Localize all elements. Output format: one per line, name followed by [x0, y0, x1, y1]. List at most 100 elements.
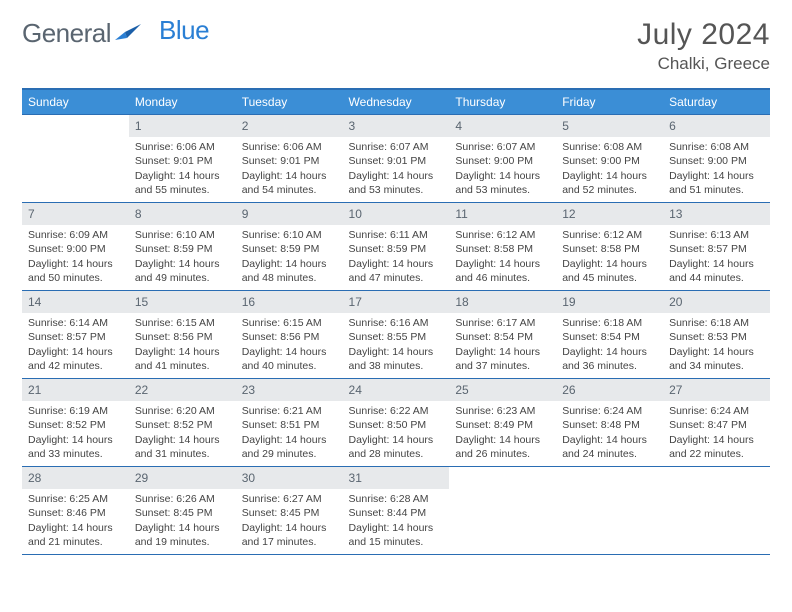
calendar-day-cell: 6Sunrise: 6:08 AMSunset: 9:00 PMDaylight… — [663, 115, 770, 203]
sunrise-line: Sunrise: 6:21 AM — [242, 404, 337, 418]
brand-part2: Blue — [159, 15, 209, 46]
daylight-line: Daylight: 14 hours and 17 minutes. — [242, 521, 337, 549]
sunset-line: Sunset: 8:46 PM — [28, 506, 123, 520]
daylight-line: Daylight: 14 hours and 42 minutes. — [28, 345, 123, 373]
sunset-line: Sunset: 9:01 PM — [349, 154, 444, 168]
day-number: 10 — [343, 203, 450, 225]
sunrise-line: Sunrise: 6:28 AM — [349, 492, 444, 506]
weekday-header: Saturday — [663, 89, 770, 115]
sunrise-line: Sunrise: 6:06 AM — [135, 140, 230, 154]
sunrise-line: Sunrise: 6:20 AM — [135, 404, 230, 418]
daylight-line: Daylight: 14 hours and 51 minutes. — [669, 169, 764, 197]
daylight-line: Daylight: 14 hours and 50 minutes. — [28, 257, 123, 285]
day-content: Sunrise: 6:27 AMSunset: 8:45 PMDaylight:… — [236, 489, 343, 553]
sunset-line: Sunset: 8:59 PM — [242, 242, 337, 256]
day-number: 12 — [556, 203, 663, 225]
daylight-line: Daylight: 14 hours and 52 minutes. — [562, 169, 657, 197]
sunset-line: Sunset: 9:01 PM — [135, 154, 230, 168]
day-number: 7 — [22, 203, 129, 225]
day-number: 15 — [129, 291, 236, 313]
sunrise-line: Sunrise: 6:25 AM — [28, 492, 123, 506]
daylight-line: Daylight: 14 hours and 33 minutes. — [28, 433, 123, 461]
sunset-line: Sunset: 8:59 PM — [135, 242, 230, 256]
brand-part1: General — [22, 18, 111, 49]
calendar-table: SundayMondayTuesdayWednesdayThursdayFrid… — [22, 88, 770, 555]
calendar-day-cell: 26Sunrise: 6:24 AMSunset: 8:48 PMDayligh… — [556, 379, 663, 467]
calendar-day-cell: 21 Sunrise: 6:19 AMSunset: 8:52 PMDayligh… — [22, 379, 129, 467]
sunset-line: Sunset: 8:45 PM — [242, 506, 337, 520]
calendar-day-cell: 31Sunrise: 6:28 AMSunset: 8:44 PMDayligh… — [343, 467, 450, 555]
weekday-header: Monday — [129, 89, 236, 115]
sunrise-line: Sunrise: 6:13 AM — [669, 228, 764, 242]
calendar-day-cell: 3Sunrise: 6:07 AMSunset: 9:01 PMDaylight… — [343, 115, 450, 203]
daylight-line: Daylight: 14 hours and 48 minutes. — [242, 257, 337, 285]
calendar-day-cell: 19Sunrise: 6:18 AMSunset: 8:54 PMDayligh… — [556, 291, 663, 379]
sunrise-line: Sunrise: 6:08 AM — [669, 140, 764, 154]
day-content: Sunrise: 6:10 AMSunset: 8:59 PMDaylight:… — [129, 225, 236, 289]
sunset-line: Sunset: 8:50 PM — [349, 418, 444, 432]
day-number: 5 — [556, 115, 663, 137]
day-content: Sunrise: 6:18 AMSunset: 8:53 PMDaylight:… — [663, 313, 770, 377]
day-content: Sunrise: 6:08 AMSunset: 9:00 PMDaylight:… — [663, 137, 770, 201]
brand-logo: General Blue — [22, 18, 209, 49]
calendar-day-cell: 20Sunrise: 6:18 AMSunset: 8:53 PMDayligh… — [663, 291, 770, 379]
calendar-day-cell — [22, 115, 129, 203]
day-content: Sunrise: 6:21 AMSunset: 8:51 PMDaylight:… — [236, 401, 343, 465]
day-number: 21 — [22, 379, 129, 401]
day-number: 13 — [663, 203, 770, 225]
daylight-line: Daylight: 14 hours and 28 minutes. — [349, 433, 444, 461]
brand-flag-icon — [115, 18, 141, 49]
sunset-line: Sunset: 8:56 PM — [135, 330, 230, 344]
daylight-line: Daylight: 14 hours and 53 minutes. — [349, 169, 444, 197]
daylight-line: Daylight: 14 hours and 26 minutes. — [455, 433, 550, 461]
sunset-line: Sunset: 8:53 PM — [669, 330, 764, 344]
calendar-day-cell: 29Sunrise: 6:26 AMSunset: 8:45 PMDayligh… — [129, 467, 236, 555]
sunrise-line: Sunrise: 6:10 AM — [242, 228, 337, 242]
calendar-day-cell: 30Sunrise: 6:27 AMSunset: 8:45 PMDayligh… — [236, 467, 343, 555]
calendar-day-cell: 1Sunrise: 6:06 AMSunset: 9:01 PMDaylight… — [129, 115, 236, 203]
sunrise-line: Sunrise: 6:14 AM — [28, 316, 123, 330]
calendar-day-cell: 17Sunrise: 6:16 AMSunset: 8:55 PMDayligh… — [343, 291, 450, 379]
daylight-line: Daylight: 14 hours and 47 minutes. — [349, 257, 444, 285]
calendar-day-cell: 8Sunrise: 6:10 AMSunset: 8:59 PMDaylight… — [129, 203, 236, 291]
day-content: Sunrise: 6:09 AMSunset: 9:00 PMDaylight:… — [22, 225, 129, 289]
daylight-line: Daylight: 14 hours and 46 minutes. — [455, 257, 550, 285]
daylight-line: Daylight: 14 hours and 22 minutes. — [669, 433, 764, 461]
sunset-line: Sunset: 9:00 PM — [669, 154, 764, 168]
day-number: 14 — [22, 291, 129, 313]
daylight-line: Daylight: 14 hours and 15 minutes. — [349, 521, 444, 549]
daylight-line: Daylight: 14 hours and 19 minutes. — [135, 521, 230, 549]
calendar-day-cell: 4Sunrise: 6:07 AMSunset: 9:00 PMDaylight… — [449, 115, 556, 203]
sunrise-line: Sunrise: 6:19 AM — [28, 404, 123, 418]
calendar-day-cell: 11Sunrise: 6:12 AMSunset: 8:58 PMDayligh… — [449, 203, 556, 291]
sunset-line: Sunset: 8:52 PM — [28, 418, 123, 432]
calendar-week-row: 14Sunrise: 6:14 AMSunset: 8:57 PMDayligh… — [22, 291, 770, 379]
header: General Blue July 2024 Chalki, Greece — [22, 18, 770, 74]
weekday-header: Thursday — [449, 89, 556, 115]
day-number: 23 — [236, 379, 343, 401]
calendar-day-cell: 2Sunrise: 6:06 AMSunset: 9:01 PMDaylight… — [236, 115, 343, 203]
day-number: 28 — [22, 467, 129, 489]
calendar-day-cell: 24Sunrise: 6:22 AMSunset: 8:50 PMDayligh… — [343, 379, 450, 467]
day-content: Sunrise: 6:07 AMSunset: 9:00 PMDaylight:… — [449, 137, 556, 201]
weekday-header: Sunday — [22, 89, 129, 115]
calendar-day-cell — [556, 467, 663, 555]
calendar-day-cell: 10Sunrise: 6:11 AMSunset: 8:59 PMDayligh… — [343, 203, 450, 291]
sunrise-line: Sunrise: 6:10 AM — [135, 228, 230, 242]
sunrise-line: Sunrise: 6:27 AM — [242, 492, 337, 506]
day-number: 18 — [449, 291, 556, 313]
day-number: 27 — [663, 379, 770, 401]
daylight-line: Daylight: 14 hours and 49 minutes. — [135, 257, 230, 285]
day-content: Sunrise: 6:26 AMSunset: 8:45 PMDaylight:… — [129, 489, 236, 553]
day-content: Sunrise: 6:11 AMSunset: 8:59 PMDaylight:… — [343, 225, 450, 289]
sunset-line: Sunset: 8:51 PM — [242, 418, 337, 432]
sunset-line: Sunset: 9:00 PM — [562, 154, 657, 168]
day-number: 19 — [556, 291, 663, 313]
day-content: Sunrise: 6:24 AMSunset: 8:48 PMDaylight:… — [556, 401, 663, 465]
day-number: 2 — [236, 115, 343, 137]
calendar-day-cell: 27Sunrise: 6:24 AMSunset: 8:47 PMDayligh… — [663, 379, 770, 467]
day-content: Sunrise: 6:25 AMSunset: 8:46 PMDaylight:… — [22, 489, 129, 553]
day-content: Sunrise: 6:12 AMSunset: 8:58 PMDaylight:… — [556, 225, 663, 289]
day-content: Sunrise: 6:06 AMSunset: 9:01 PMDaylight:… — [236, 137, 343, 201]
day-number: 20 — [663, 291, 770, 313]
